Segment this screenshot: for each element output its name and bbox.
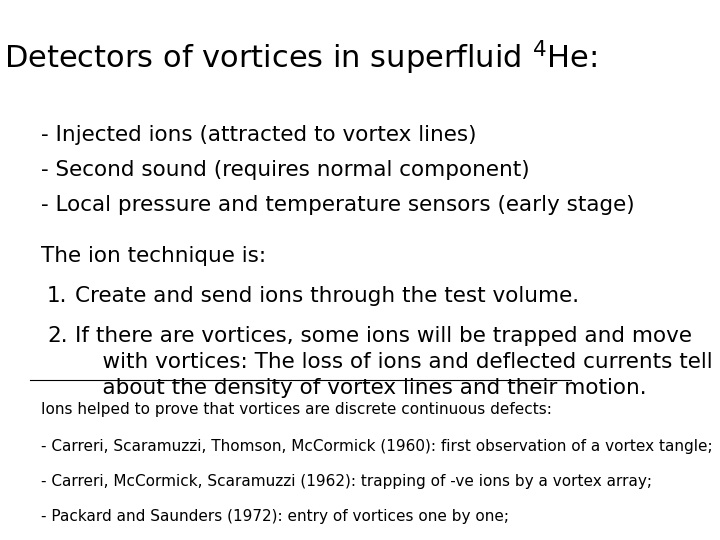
Text: - Injected ions (attracted to vortex lines): - Injected ions (attracted to vortex lin… xyxy=(42,125,477,145)
Text: Create and send ions through the test volume.: Create and send ions through the test vo… xyxy=(76,286,580,306)
Text: The ion technique is:: The ion technique is: xyxy=(42,246,266,266)
Text: - Carreri, Scaramuzzi, Thomson, McCormick (1960): first observation of a vortex : - Carreri, Scaramuzzi, Thomson, McCormic… xyxy=(42,439,713,454)
Text: Detectors of vortices in superfluid $^4$He:: Detectors of vortices in superfluid $^4$… xyxy=(4,39,598,78)
Text: Ions helped to prove that vortices are discrete continuous defects:: Ions helped to prove that vortices are d… xyxy=(42,402,552,417)
Text: 1.: 1. xyxy=(47,286,68,306)
Text: - Local pressure and temperature sensors (early stage): - Local pressure and temperature sensors… xyxy=(42,195,635,215)
Text: If there are vortices, some ions will be trapped and move
    with vortices: The: If there are vortices, some ions will be… xyxy=(76,326,713,397)
Text: 2.: 2. xyxy=(47,326,68,346)
Text: - Packard and Saunders (1972): entry of vortices one by one;: - Packard and Saunders (1972): entry of … xyxy=(42,509,510,524)
Text: - Carreri, McCormick, Scaramuzzi (1962): trapping of -ve ions by a vortex array;: - Carreri, McCormick, Scaramuzzi (1962):… xyxy=(42,474,652,489)
Text: - Second sound (requires normal component): - Second sound (requires normal componen… xyxy=(42,160,530,180)
